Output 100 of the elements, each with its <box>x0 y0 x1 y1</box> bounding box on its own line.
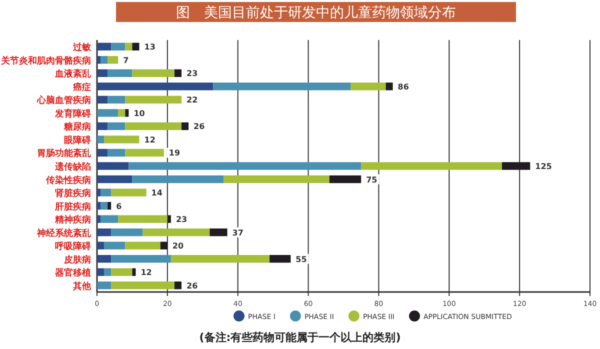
bar <box>361 162 502 170</box>
total-label: 23 <box>186 69 198 78</box>
y-tick-label: 精神疾病 <box>54 214 91 226</box>
bar <box>502 162 530 170</box>
bar <box>97 188 101 196</box>
bar <box>170 254 270 263</box>
chart-title: 图 美国目前处于研发中的儿童药物领域分布 <box>176 5 456 21</box>
total-label: 86 <box>398 82 410 92</box>
total-label: 55 <box>296 254 308 264</box>
bar <box>125 42 132 50</box>
bar <box>174 69 182 78</box>
bar <box>108 69 132 78</box>
bar <box>118 215 168 223</box>
bar <box>97 282 112 290</box>
bar <box>108 122 126 130</box>
bar <box>108 202 112 210</box>
bar <box>111 254 171 263</box>
bar <box>132 69 174 78</box>
bar <box>386 82 393 90</box>
bar <box>128 162 362 170</box>
y-tick-label: 胃肠功能紊乱 <box>37 148 91 160</box>
bar <box>160 242 168 250</box>
total-label: 12 <box>144 135 156 144</box>
bar <box>104 136 140 144</box>
bar <box>111 188 146 196</box>
total-label: 7 <box>123 56 129 65</box>
total-label: 26 <box>186 281 198 290</box>
total-label: 75 <box>366 175 378 184</box>
y-tick-label: 呼吸障碍 <box>55 241 91 252</box>
bar <box>118 109 126 117</box>
y-tick-label: 眼障碍 <box>64 134 91 146</box>
total-label: 10 <box>134 108 146 118</box>
bar <box>125 242 160 250</box>
total-label: 23 <box>176 215 188 224</box>
bar <box>97 122 108 130</box>
y-tick-label: 遗传缺陷 <box>54 162 91 172</box>
y-tick-label: 肝脏疾病 <box>54 201 91 212</box>
bar <box>104 242 126 250</box>
bar <box>97 42 112 50</box>
total-label: 6 <box>116 202 122 211</box>
bar <box>97 175 132 184</box>
y-tick-label: 血液紊乱 <box>54 68 91 80</box>
title: 图 美国目前处于研发中的儿童药物领域分布 <box>116 2 516 22</box>
bar <box>97 268 104 276</box>
bar <box>100 188 112 196</box>
total-label: 13 <box>144 42 156 52</box>
y-tick-label: 关节炎和肌肉骨骼疾病 <box>0 55 91 66</box>
y-tick-label: 传染性疾病 <box>45 174 91 186</box>
bar <box>108 56 118 64</box>
bar <box>108 96 126 104</box>
y-tick-label: 过敏 <box>72 42 92 54</box>
bar <box>97 242 104 250</box>
bar <box>100 202 108 210</box>
y-tick-label: 糖尿病 <box>63 122 91 133</box>
bar <box>132 175 224 184</box>
y-tick-label: 其他 <box>72 280 92 292</box>
total-label: 22 <box>186 96 198 105</box>
total-label: 37 <box>232 228 244 238</box>
bar <box>210 228 228 236</box>
bar <box>132 42 140 50</box>
bar <box>111 42 126 50</box>
bar <box>111 268 132 276</box>
bar <box>100 56 108 64</box>
bar <box>97 162 129 170</box>
text: (备注:有些药物可能属于一个以上的类别) <box>199 331 401 344</box>
total-label: 19 <box>168 148 180 158</box>
bar <box>97 254 112 263</box>
bar <box>97 109 118 117</box>
y-tick-label: 肾脏疾病 <box>55 188 91 200</box>
bar <box>97 136 104 144</box>
y-tick-label: 发育障碍 <box>54 107 91 120</box>
bar <box>132 268 136 276</box>
bar <box>174 282 182 290</box>
bar <box>111 282 174 290</box>
bar <box>100 215 118 223</box>
bar <box>142 228 210 236</box>
bar <box>97 69 108 78</box>
y-tick-label: 器官移植 <box>54 268 91 279</box>
y-tick-label: 皮肤病 <box>63 254 91 266</box>
bar <box>350 82 386 90</box>
total-label: 125 <box>535 162 552 171</box>
bar <box>125 122 182 130</box>
bar <box>97 56 101 64</box>
bar <box>97 202 101 210</box>
bar <box>125 148 164 157</box>
bar <box>125 109 129 117</box>
bar <box>329 175 362 184</box>
y-tick-label: 神经系统紊乱 <box>36 228 91 239</box>
bar <box>125 96 182 104</box>
y-tick-label: 心脑血管疾病 <box>36 95 91 106</box>
bar <box>167 215 171 223</box>
bar <box>97 215 101 223</box>
bar <box>108 148 126 157</box>
total-label: 12 <box>140 268 152 278</box>
bar <box>97 82 214 90</box>
bar <box>104 268 112 276</box>
bar <box>213 82 351 90</box>
total-label: 14 <box>151 188 163 198</box>
bar <box>224 175 330 184</box>
bar <box>111 228 143 236</box>
